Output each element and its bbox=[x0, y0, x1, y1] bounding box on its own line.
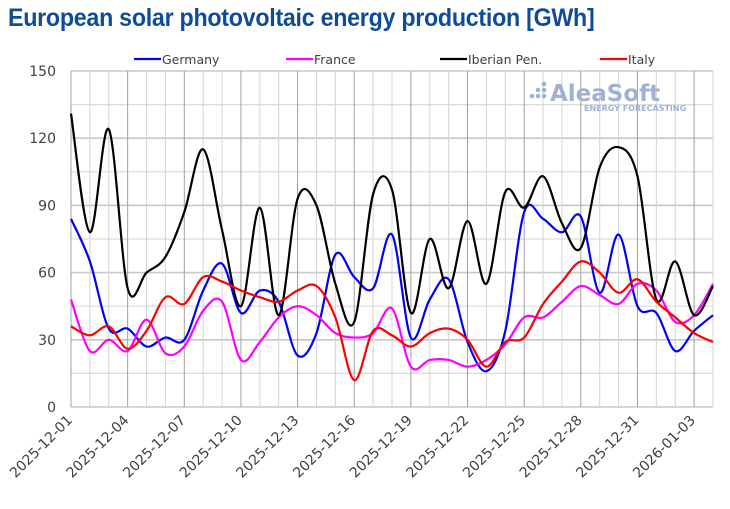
grid bbox=[70, 70, 714, 408]
series-france bbox=[69, 281, 714, 371]
y-tick-label: 0 bbox=[47, 400, 56, 416]
legend-item-germany: Germany bbox=[134, 52, 220, 67]
legend-item-italy: Italy bbox=[600, 52, 656, 67]
series-line-iberian-pen bbox=[69, 113, 714, 327]
y-tick-label: 150 bbox=[29, 64, 56, 80]
series-line-germany bbox=[69, 203, 714, 373]
legend-label: France bbox=[314, 52, 356, 67]
series-iberian-pen bbox=[69, 113, 714, 327]
watermark-brand: AleaSoft bbox=[550, 81, 660, 107]
legend-label: Iberian Pen. bbox=[468, 52, 542, 67]
legend-label: Italy bbox=[628, 52, 656, 67]
series-lines bbox=[69, 113, 714, 382]
legend: Germany France Iberian Pen. Italy bbox=[134, 52, 656, 67]
y-tick-label: 30 bbox=[38, 333, 56, 349]
y-tick-label: 120 bbox=[29, 131, 56, 147]
watermark-tagline: ENERGY FORECASTING bbox=[584, 104, 686, 113]
aleasoft-dots-icon bbox=[529, 81, 547, 99]
series-line-italy bbox=[70, 260, 714, 382]
y-tick-label: 90 bbox=[38, 198, 56, 214]
y-tick-label: 60 bbox=[38, 266, 56, 282]
legend-item-france: France bbox=[286, 52, 356, 67]
series-germany bbox=[69, 203, 714, 373]
legend-label: Germany bbox=[162, 52, 220, 67]
aleasoft-watermark: AleaSoft ENERGY FORECASTING bbox=[529, 81, 686, 113]
legend-item-iberian-pen: Iberian Pen. bbox=[440, 52, 542, 67]
chart-title: European solar photovoltaic energy produ… bbox=[8, 4, 595, 32]
series-italy bbox=[70, 260, 714, 382]
